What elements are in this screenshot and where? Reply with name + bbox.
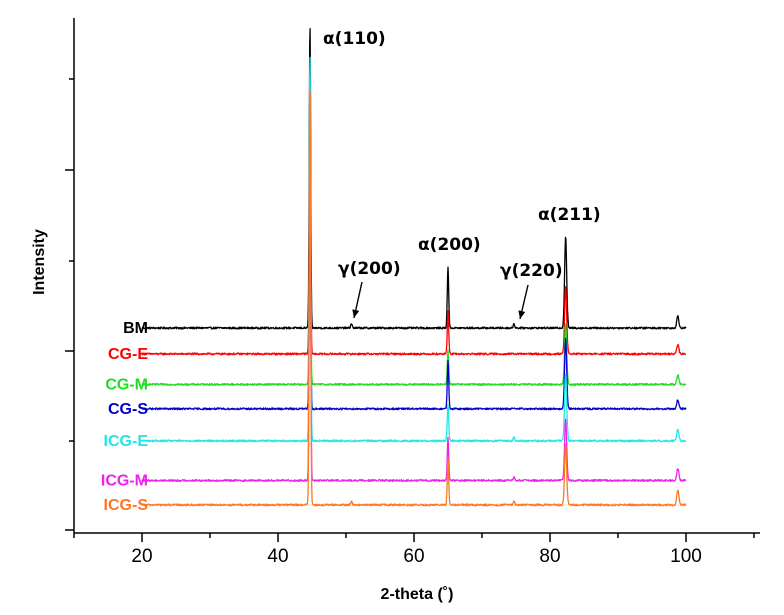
series-label-cg-m: CG-M	[105, 376, 148, 393]
peak-label: α(200)	[418, 235, 481, 255]
axes: 20 40 60 80 100	[65, 18, 760, 567]
series-label-bm: BM	[123, 320, 148, 337]
x-tick-label: 40	[267, 546, 288, 567]
x-tick-label: 60	[403, 546, 424, 567]
x-tick-label: 100	[670, 546, 702, 567]
peak-label: γ(200)	[338, 259, 401, 279]
series-label-icg-e: ICG-E	[104, 433, 149, 450]
peak-label: γ(220)	[500, 261, 563, 281]
peak-label: α(110)	[323, 29, 386, 49]
series-layer	[141, 27, 687, 507]
peak-annotations: α(110) γ(200) α(200) γ(220) α(211)	[323, 29, 601, 320]
series-label-icg-s: ICG-S	[104, 497, 149, 514]
series-line-cg-e	[141, 143, 687, 356]
series-line-icg-e	[141, 56, 687, 443]
series-labels: BM CG-E CG-M CG-S ICG-E ICG-M ICG-S	[101, 320, 148, 514]
x-ticks: 20 40 60 80 100	[73, 533, 755, 567]
x-tick-label: 20	[131, 546, 152, 567]
series-label-cg-s: CG-S	[108, 401, 148, 418]
y-ticks	[65, 78, 74, 531]
annotation-arrowhead	[352, 309, 360, 318]
x-tick-label: 80	[539, 546, 560, 567]
series-line-cg-m	[141, 165, 687, 386]
series-line-icg-m	[141, 150, 687, 483]
series-label-cg-e: CG-E	[108, 346, 148, 363]
peak-label: α(211)	[538, 205, 601, 225]
series-line-cg-s	[141, 198, 687, 411]
series-line-icg-s	[141, 90, 687, 507]
series-line-bm	[141, 27, 687, 330]
x-axis-title: 2-theta (˚)	[381, 586, 454, 603]
annotation-arrowhead	[518, 310, 526, 319]
y-axis-title: Intensity	[31, 229, 48, 295]
series-label-icg-m: ICG-M	[101, 473, 148, 490]
